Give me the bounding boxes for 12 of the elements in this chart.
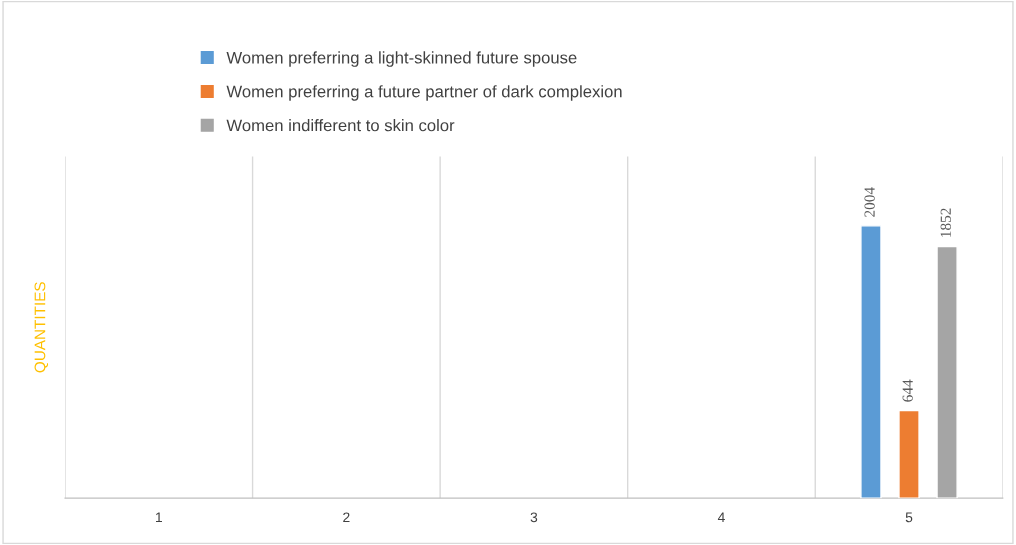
legend-label: Women preferring a light-skinned future spouse: [226, 51, 577, 67]
legend-label: Women preferring a future partner of dark complexion: [226, 85, 622, 101]
y-axis-title: QUANTITIES: [34, 282, 49, 373]
x-tick-label: 3: [530, 512, 538, 523]
x-tick-label: 2: [343, 512, 350, 523]
data-label: 1852: [940, 208, 951, 237]
data-label: 644: [902, 379, 913, 402]
legend-label: Women indifferent to skin color: [226, 119, 455, 132]
x-tick-label: 5: [905, 512, 913, 523]
x-tick-label: 4: [717, 512, 725, 523]
x-tick-label: 1: [156, 512, 162, 523]
data-label: 2004: [864, 187, 875, 217]
